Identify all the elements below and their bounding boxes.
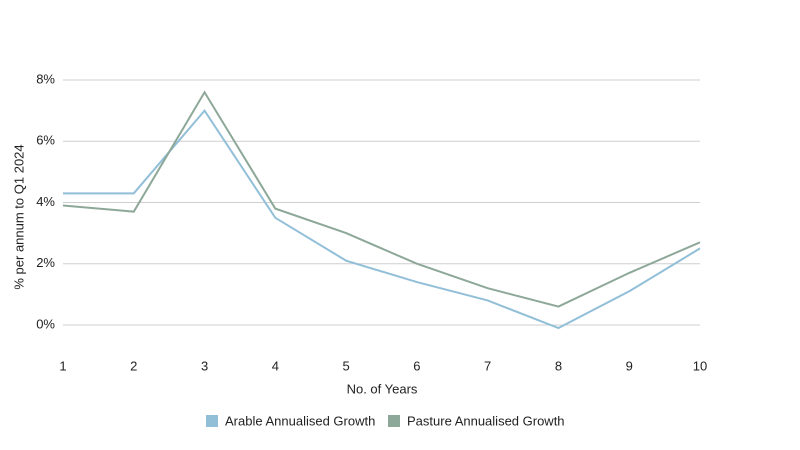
- x-axis-label: No. of Years: [347, 381, 418, 396]
- y-tick-label: 8%: [36, 71, 55, 86]
- x-tick-label: 4: [272, 358, 279, 373]
- legend-swatch: [206, 415, 218, 427]
- y-axis-label: % per annum to Q1 2024: [11, 144, 26, 289]
- x-tick-label: 7: [484, 358, 491, 373]
- x-tick-label: 1: [59, 358, 66, 373]
- legend-label: Pasture Annualised Growth: [407, 413, 565, 428]
- y-tick-label: 2%: [36, 255, 55, 270]
- y-tick-label: 4%: [36, 194, 55, 209]
- x-tick-label: 10: [693, 358, 707, 373]
- x-tick-label: 8: [555, 358, 562, 373]
- legend-swatch: [388, 415, 400, 427]
- x-tick-label: 3: [201, 358, 208, 373]
- x-tick-label: 2: [130, 358, 137, 373]
- x-tick-label: 5: [342, 358, 349, 373]
- series-line: [62, 90, 701, 308]
- x-tick-label: 9: [626, 358, 633, 373]
- y-tick-label: 6%: [36, 133, 55, 148]
- series-line: [63, 108, 701, 330]
- y-tick-label: 0%: [36, 316, 55, 331]
- x-tick-label: 6: [413, 358, 420, 373]
- legend-label: Arable Annualised Growth: [225, 413, 375, 428]
